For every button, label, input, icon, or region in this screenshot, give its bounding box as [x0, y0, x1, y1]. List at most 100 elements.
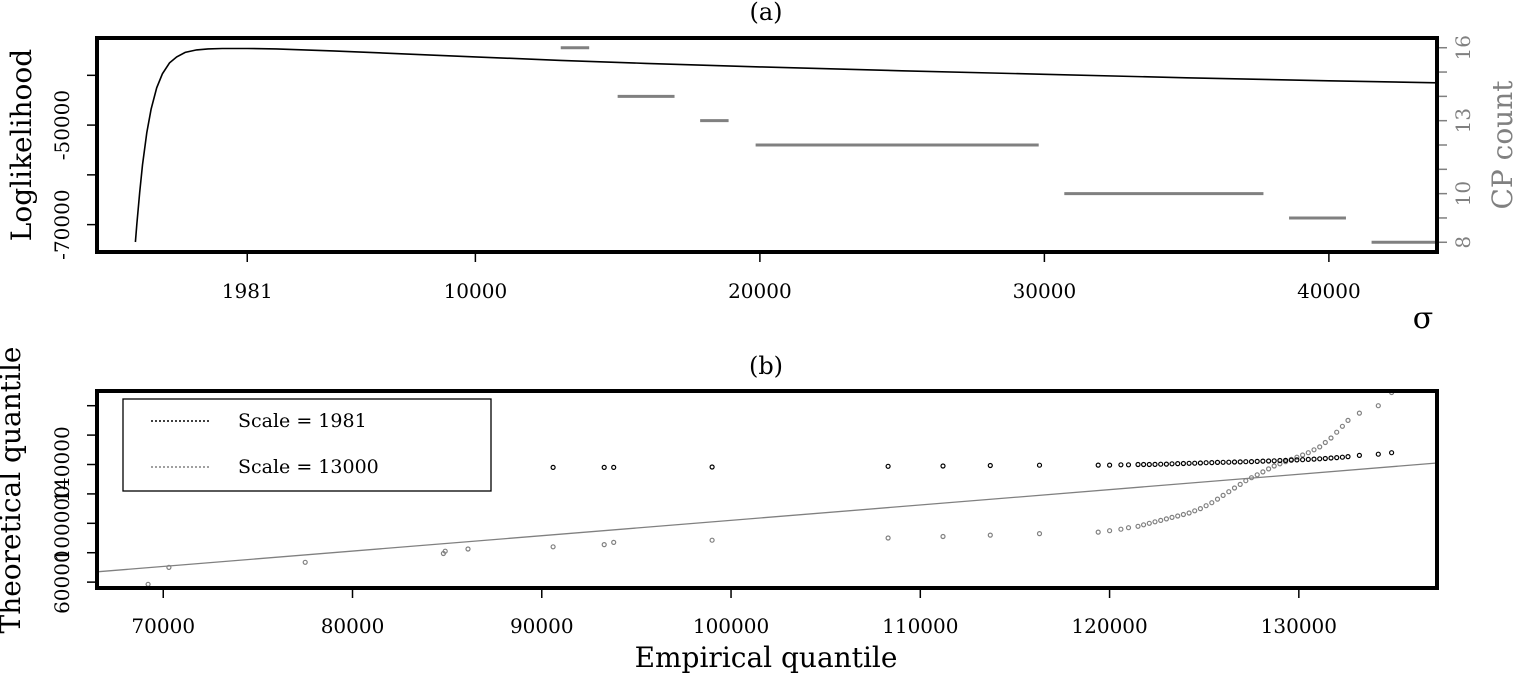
qq-point-scale-1981 — [1180, 460, 1187, 467]
qq-point-scale-13000 — [1036, 530, 1043, 537]
qq-point-scale-13000 — [1311, 447, 1317, 453]
qq-point-scale-13000 — [1186, 510, 1192, 516]
qq-point-scale-13000 — [1231, 485, 1238, 491]
qq-point-scale-13000 — [1260, 469, 1266, 475]
qq-point-scale-1981 — [709, 464, 715, 470]
qq-point-scale-1981 — [1175, 461, 1181, 467]
qq-point-scale-13000 — [1095, 529, 1101, 535]
x-tick-label: 110000 — [882, 614, 958, 638]
qq-point-scale-1981 — [1036, 462, 1043, 468]
qq-point-scale-13000 — [709, 537, 715, 543]
qq-point-scale-1981 — [550, 464, 556, 470]
qq-point-scale-13000 — [302, 559, 308, 565]
qq-point-scale-13000 — [1135, 523, 1141, 529]
panel-b-ylabel: Theoretical quantile — [0, 347, 27, 634]
panel-b-label: (b) — [749, 352, 783, 380]
qq-point-scale-1981 — [1305, 456, 1311, 462]
y2-tick-label: 16 — [1451, 35, 1475, 60]
qq-point-scale-1981 — [1317, 456, 1323, 462]
qq-point-scale-13000 — [1375, 403, 1381, 409]
qq-point-scale-1981 — [1135, 461, 1141, 468]
y-tick-label: 140000 — [50, 426, 74, 502]
qq-point-scale-13000 — [1192, 508, 1198, 514]
panel-b-xlabel: Empirical quantile — [635, 641, 898, 674]
x-tick-label: 80000 — [321, 614, 385, 638]
qq-point-scale-13000 — [1163, 516, 1170, 522]
y-tick-label: 100000 — [50, 485, 74, 561]
x-tick-label: 20000 — [728, 279, 792, 303]
qq-point-scale-1981 — [1260, 458, 1266, 464]
legend-box — [122, 398, 492, 492]
qq-point-scale-13000 — [1158, 517, 1164, 524]
qq-point-scale-13000 — [1180, 511, 1187, 518]
qq-point-scale-1981 — [1140, 461, 1147, 468]
qq-point-scale-1981 — [940, 463, 946, 469]
qq-point-scale-1981 — [1209, 460, 1215, 466]
panel-a-frame — [95, 36, 1439, 254]
qq-point-scale-1981 — [1322, 455, 1328, 462]
qq-point-scale-1981 — [885, 463, 891, 469]
qq-point-scale-1981 — [1106, 462, 1113, 468]
qq-point-scale-1981 — [601, 464, 607, 470]
y-tick-label: -70000 — [50, 189, 74, 259]
qq-point-scale-13000 — [1146, 520, 1152, 526]
qq-reference-line — [96, 462, 1438, 573]
qq-point-scale-1981 — [1277, 457, 1283, 464]
qq-point-scale-13000 — [1152, 519, 1158, 525]
qq-point-scale-1981 — [1345, 454, 1351, 460]
qq-point-scale-13000 — [1271, 463, 1277, 469]
qq-point-scale-1981 — [1356, 452, 1363, 458]
qq-point-scale-1981 — [1375, 451, 1381, 457]
x-tick-label: 10000 — [444, 279, 508, 303]
qq-point-scale-1981 — [1192, 460, 1198, 466]
qq-point-scale-1981 — [1388, 450, 1395, 456]
x-tick-label: 1981 — [222, 279, 273, 303]
qq-point-scale-13000 — [1294, 454, 1300, 460]
panel-a-y2label: CP count — [1486, 80, 1514, 210]
qq-point-scale-13000 — [1248, 475, 1255, 481]
qq-point-scale-13000 — [987, 532, 993, 538]
qq-point-scale-13000 — [1299, 452, 1306, 458]
qq-point-scale-1981 — [1271, 458, 1277, 464]
qq-point-scale-1981 — [1197, 460, 1204, 466]
qq-point-scale-13000 — [1317, 444, 1323, 450]
y-tick-label: -50000 — [50, 90, 74, 160]
x-tick-label: 120000 — [1071, 614, 1147, 638]
panel-b-plot: 70000 80000 90000 100000 110000 120000 130000 6… — [50, 389, 1438, 638]
qq-point-scale-13000 — [1220, 492, 1226, 498]
qq-point-scale-1981 — [1254, 458, 1260, 464]
qq-point-scale-1981 — [1152, 461, 1158, 467]
x-tick-label: 90000 — [510, 614, 574, 638]
qq-point-scale-13000 — [1237, 481, 1243, 487]
qq-point-scale-1981 — [1169, 461, 1175, 467]
loglikelihood-curve — [134, 47, 1438, 243]
x-tick-label: 30000 — [1013, 279, 1077, 303]
qq-point-scale-1981 — [1265, 458, 1272, 464]
y2-tick-label: 13 — [1451, 108, 1475, 133]
qq-point-scale-13000 — [1125, 525, 1132, 531]
qq-point-scale-13000 — [1118, 526, 1124, 532]
legend-label-scale-13000: Scale = 13000 — [238, 456, 379, 478]
qq-point-scale-1981 — [1328, 455, 1334, 461]
x-tick-label: 70000 — [131, 614, 195, 638]
qq-point-scale-13000 — [1209, 500, 1215, 506]
qq-point-scale-1981 — [1243, 459, 1249, 465]
qq-point-scale-13000 — [1197, 506, 1204, 512]
qq-point-scale-1981 — [1339, 454, 1346, 460]
qq-point-scale-13000 — [885, 535, 891, 541]
qq-point-scale-13000 — [1203, 503, 1209, 509]
qq-point-scale-1981 — [1118, 462, 1124, 468]
qq-point-scale-13000 — [550, 544, 556, 550]
qq-point-scale-13000 — [611, 539, 617, 546]
y-tick-label: 60000 — [50, 550, 74, 614]
qq-point-scale-13000 — [465, 546, 471, 552]
qq-point-scale-1981 — [1146, 461, 1152, 468]
qq-point-scale-1981 — [1095, 462, 1101, 468]
qq-point-scale-13000 — [1305, 450, 1311, 456]
qq-point-scale-1981 — [1248, 459, 1255, 465]
qq-point-scale-1981 — [1214, 459, 1221, 465]
qq-point-scale-13000 — [1243, 478, 1249, 484]
y2-tick-label: 8 — [1451, 236, 1475, 249]
qq-point-scale-13000 — [1322, 439, 1328, 446]
qq-point-scale-1981 — [1220, 459, 1226, 465]
